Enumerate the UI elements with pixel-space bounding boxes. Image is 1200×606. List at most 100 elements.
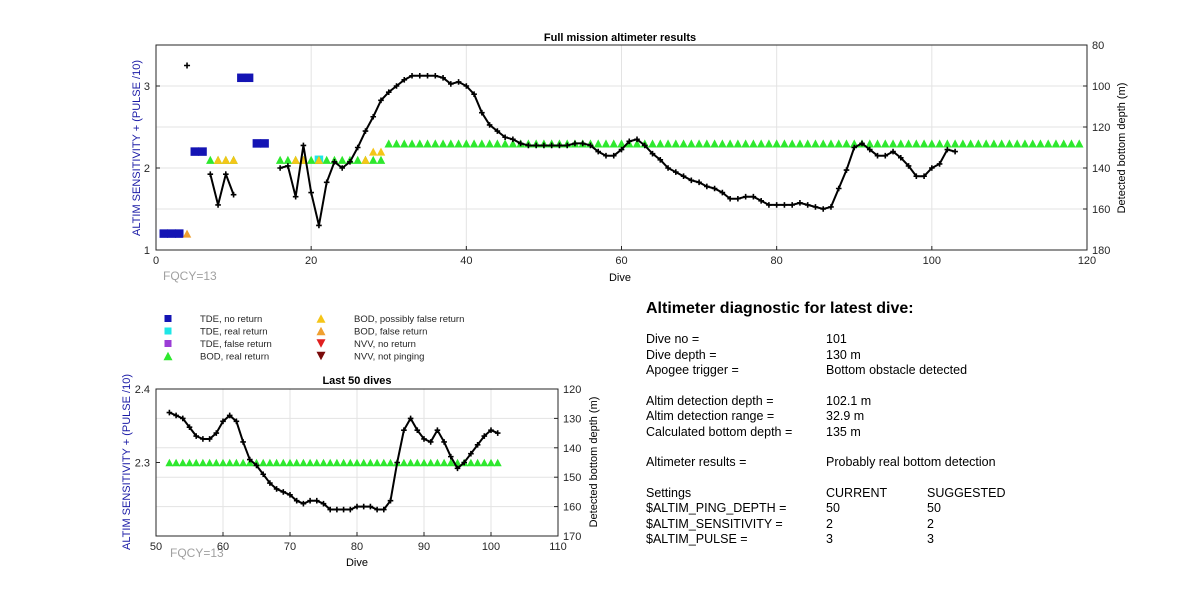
bottom-bottom-depth-point [327,506,333,513]
top-bottom-depth-point [401,77,408,83]
bottom-bottom-depth-point [293,497,300,504]
top-marker [997,139,1006,148]
top-bottom-depth-point [479,109,485,116]
bottom-bottom-depth-point [421,436,427,442]
bottom-marker [259,458,268,467]
legend-item: BOD, real return [163,351,269,363]
top-bottom-depth-point [362,128,369,134]
top-marker [206,155,215,164]
bottom-bottom-depth-point [401,427,407,433]
top-right-tick-label: 100 [1092,81,1110,93]
top-chart-right-y-label: Detected bottom depth (m) [1116,83,1128,214]
bottom-bottom-depth-point [280,489,287,495]
top-left-tick-label: 2 [144,163,150,175]
legend-item: TDE, no return [164,314,262,325]
top-marker [493,139,502,148]
legend-triangle-down-icon [316,339,326,348]
top-bottom-depth-point [866,146,873,153]
top-marker [175,229,184,238]
bottom-marker [353,458,361,467]
top-marker [400,139,409,148]
results-value: Probably real bottom detection [826,455,996,469]
bottom-bottom-depth-point [166,409,173,416]
dive-depth-row: Dive depth = 130 m [646,348,1166,364]
top-marker [431,139,440,148]
legend-label: NVV, not pinging [354,352,424,363]
top-marker [275,155,285,164]
bottom-bottom-depth-point [481,433,488,439]
bottom-chart-right-y-label: Detected bottom depth (m) [588,397,600,528]
top-marker [485,139,494,148]
top-right-tick-label: 180 [1092,245,1110,257]
top-marker [229,155,238,164]
bottom-marker [178,458,187,467]
top-bottom-depth-point [952,148,958,155]
top-bottom-depth-point [463,83,470,89]
bottom-bottom-depth-point [180,415,186,422]
top-bottom-depth-point [766,202,772,208]
top-bottom-depth-point [843,167,850,173]
top-bottom-depth-point [828,204,834,210]
top-marker [593,139,603,148]
top-bottom-depth-point [339,165,345,171]
top-chart-left-y-label: ALTIM SENSITIVITY + (PULSE /10) [131,60,143,236]
bottom-marker [406,458,415,467]
bottom-bottom-depth-point [240,439,246,445]
top-marker [989,139,999,148]
top-marker [260,139,269,148]
top-bottom-depth-point [898,154,904,161]
bottom-marker [373,458,382,467]
detection-range-label: Altim detection range = [646,409,775,423]
bottom-marker [420,458,428,467]
bottom-bottom-depth-point [367,503,374,510]
top-bottom-depth-point [416,72,423,79]
top-marker [252,139,262,148]
bottom-marker [192,458,201,467]
legend-triangle-up-icon [163,351,173,361]
bottom-marker [205,458,214,467]
setting-suggested: 2 [927,516,934,531]
top-bottom-depth-point [781,202,788,208]
top-marker [749,139,758,148]
top-marker [725,139,735,148]
bottom-marker [399,458,408,467]
bottom-bottom-depth-point [260,471,266,478]
top-marker [384,139,393,148]
bottom-marker [480,458,489,467]
top-bottom-depth-point [556,142,563,149]
setting-name: $ALTIM_PING_DEPTH = [646,501,787,515]
top-bottom-depth-point [230,191,237,198]
top-bottom-depth-point [564,142,570,149]
top-bottom-depth-line [279,74,956,226]
top-bottom-depth-point [440,75,446,81]
calculated-depth-label: Calculated bottom depth = [646,424,793,439]
top-marker [904,139,913,148]
top-x-tick-label: 0 [153,255,159,267]
top-marker [617,139,626,148]
bottom-marker [426,458,435,467]
top-bottom-depth-point [859,140,865,147]
top-bottom-depth-point [719,189,726,196]
top-marker [376,147,386,156]
bottom-bottom-depth-point [448,453,454,460]
bottom-bottom-depth-point [360,503,367,510]
bottom-bottom-depth-point [414,427,421,433]
legend-square-icon [164,327,172,335]
setting-current: 50 [826,501,840,515]
bottom-bottom-depth-point [374,506,380,513]
detection-range-row: Altim detection range = 32.9 m [646,409,1166,425]
bottom-bottom-depth-point [173,412,179,419]
bottom-bottom-depth-point [461,459,467,466]
top-right-tick-label: 120 [1092,122,1110,134]
top-marker [462,139,471,148]
top-bottom-depth-point [812,204,819,210]
top-bottom-depth-line [209,170,235,206]
top-bottom-depth-point [750,193,757,200]
top-marker [438,139,448,148]
top-bottom-depth-point [316,222,322,229]
bottom-marker [466,458,475,467]
top-bottom-depth-point [890,148,896,155]
top-marker [912,139,921,148]
bottom-bottom-depth-point [226,412,233,419]
